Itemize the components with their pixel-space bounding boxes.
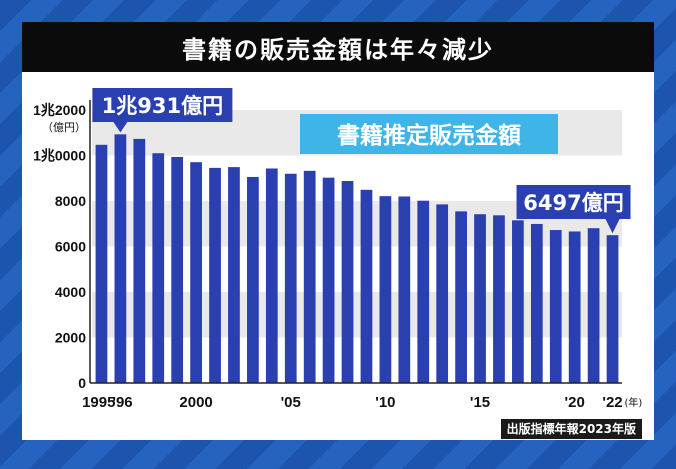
- bar-2008: [341, 181, 354, 383]
- bar-2010: [379, 196, 392, 383]
- callout-box: [92, 88, 233, 122]
- x-unit-label: (年): [625, 396, 643, 409]
- y-tick-label: 1兆0000: [33, 148, 86, 164]
- bar-2011: [398, 196, 411, 383]
- x-tick-label: '15: [470, 394, 490, 411]
- bar-2012: [417, 200, 430, 383]
- bar-2005: [284, 173, 297, 383]
- x-tick-label: 1995: [82, 394, 115, 411]
- bar-2022: [606, 235, 619, 383]
- bar-2013: [436, 204, 449, 383]
- y-tick-label: 8000: [55, 193, 86, 209]
- y-tick-label: 0: [78, 375, 86, 391]
- chart-callouts: 1兆931億円 6497億円: [92, 88, 631, 234]
- chart-bars: [95, 134, 619, 383]
- x-tick-label: '20: [565, 394, 585, 411]
- bar-2002: [228, 167, 240, 383]
- y-tick-label: 2000: [55, 330, 86, 346]
- bar-1998: [152, 153, 165, 383]
- bar-2001: [209, 167, 221, 383]
- bar-2021: [587, 228, 600, 383]
- bar-2009: [360, 189, 373, 383]
- callout-pointer: [605, 219, 620, 234]
- callout-label: 1兆931億円: [102, 94, 223, 118]
- chart-title-banner: [300, 114, 558, 154]
- bar-2018: [530, 223, 543, 383]
- chart-title: 書籍推定販売金額: [337, 122, 521, 149]
- bar-1997: [133, 138, 146, 383]
- bar-2016: [493, 215, 505, 383]
- bar-1999: [171, 156, 184, 383]
- callout-box: [516, 185, 631, 219]
- source-note: 出版指標年報2023年版: [500, 419, 642, 439]
- y-unit-label: （億円）: [42, 121, 86, 134]
- bar-1996: [114, 134, 127, 383]
- y-tick-label: 4000: [55, 284, 86, 300]
- x-tick-label: '05: [281, 394, 301, 411]
- bar-2017: [512, 220, 524, 383]
- bar-1995: [95, 144, 108, 383]
- chart-axes: [89, 100, 622, 384]
- callout-label: 6497億円: [523, 191, 623, 215]
- bar-2015: [474, 214, 486, 383]
- bar-2014: [455, 211, 467, 383]
- x-tick-label: '96: [112, 394, 132, 411]
- bar-2003: [247, 176, 259, 383]
- callout-pointer: [113, 122, 128, 133]
- bar-2020: [568, 231, 581, 383]
- bar-2006: [303, 170, 316, 383]
- headline-title: 書籍の販売金額は年々減少: [22, 22, 654, 72]
- y-tick-label: 6000: [55, 239, 86, 255]
- bar-2000: [190, 162, 202, 383]
- bar-chart: 0 2000 4000 6000 8000 1兆0000 1兆2000 （億円） 1995'96…: [33, 88, 642, 411]
- chart-labels: 0 2000 4000 6000 8000 1兆0000 1兆2000 （億円） 1995'96…: [33, 102, 642, 411]
- bar-2007: [322, 177, 335, 383]
- x-tick-label: 2000: [179, 394, 212, 411]
- bar-2019: [549, 230, 562, 383]
- x-tick-label: '10: [375, 394, 395, 411]
- y-tick-label: 1兆2000: [33, 102, 86, 118]
- bar-2004: [265, 168, 278, 383]
- x-tick-label: '22: [602, 394, 622, 411]
- chart-panel: 0 2000 4000 6000 8000 1兆0000 1兆2000 （億円） 1995'96…: [22, 72, 654, 440]
